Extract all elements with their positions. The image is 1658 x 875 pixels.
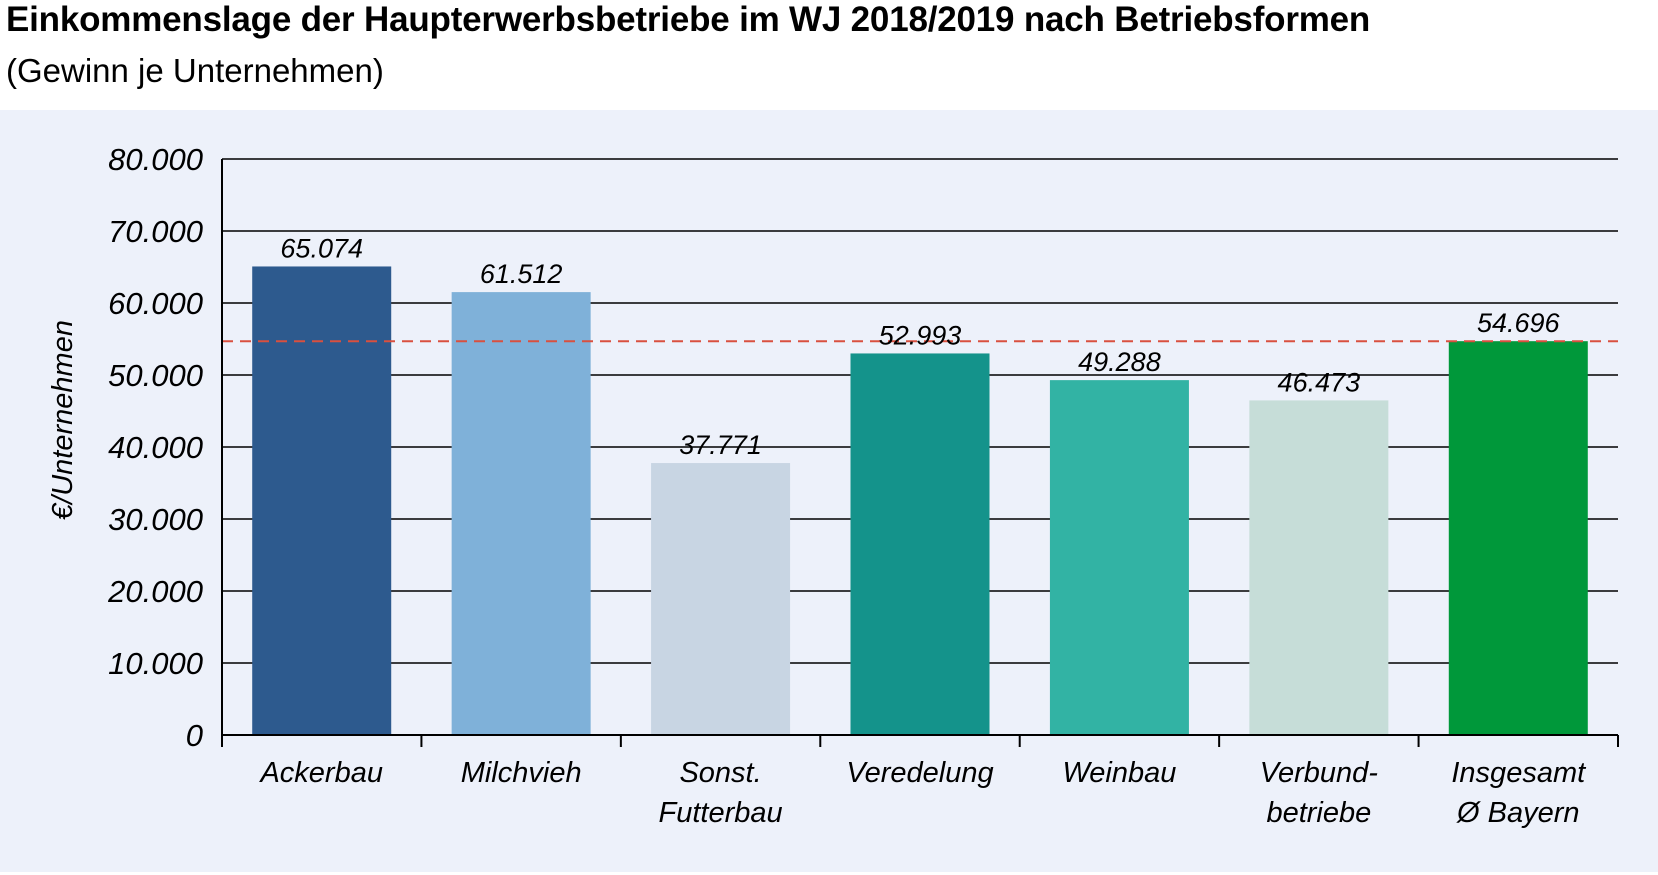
bar [1249,400,1389,735]
bars [252,266,1588,735]
x-tick-label: Veredelung [846,757,993,789]
x-axis-labels: Ackerbau Milchvieh Sonst. Futterbau Veredelu… [258,757,1587,829]
data-label: 46.473 [1278,367,1361,397]
y-tick-label: 10.000 [108,646,203,681]
y-tick-label: 20.000 [107,574,203,609]
y-tick-label: 0 [186,718,203,753]
y-tick-label: 30.000 [108,502,203,537]
x-tick-label: Weinbau [1062,757,1176,789]
x-tick-label: Milchvieh [461,757,582,789]
data-label: 49.288 [1078,347,1161,377]
x-tick-label: Insgesamt [1451,757,1587,789]
y-tick-label: 80.000 [108,142,203,177]
data-label: 65.074 [280,233,363,263]
bar [1448,341,1588,735]
y-tick-label: 60.000 [108,286,203,321]
y-axis-ticks: 0 10.000 20.000 30.000 40.000 50.000 60.000 70.… [107,142,203,753]
bar [252,266,392,735]
axes [221,159,1619,747]
bar [850,353,990,735]
y-tick-label: 70.000 [108,214,203,249]
data-label: 37.771 [679,430,762,460]
data-label: 54.696 [1477,308,1561,338]
chart-subtitle: (Gewinn je Unternehmen) [6,52,384,89]
x-tick-label: Sonst. [679,757,761,789]
data-labels: 65.074 61.512 37.771 52.993 49.288 46.473 54.6… [280,233,1560,460]
y-tick-label: 40.000 [108,430,203,465]
data-label: 61.512 [480,259,563,289]
x-tick-label: Futterbau [659,797,783,829]
bar [651,463,791,735]
x-tick-label: Ackerbau [258,757,383,789]
y-tick-label: 50.000 [108,358,203,393]
x-tick-label: betriebe [1266,797,1371,829]
x-tick-label: Ø Bayern [1456,797,1580,829]
bar [1049,380,1189,735]
chart-title: Einkommenslage der Haupterwerbsbetriebe … [6,0,1371,39]
data-label: 52.993 [879,320,962,350]
bar [451,292,591,735]
y-axis-label: €/Unternehmen [47,320,79,520]
x-tick-label: Verbund- [1260,757,1378,789]
